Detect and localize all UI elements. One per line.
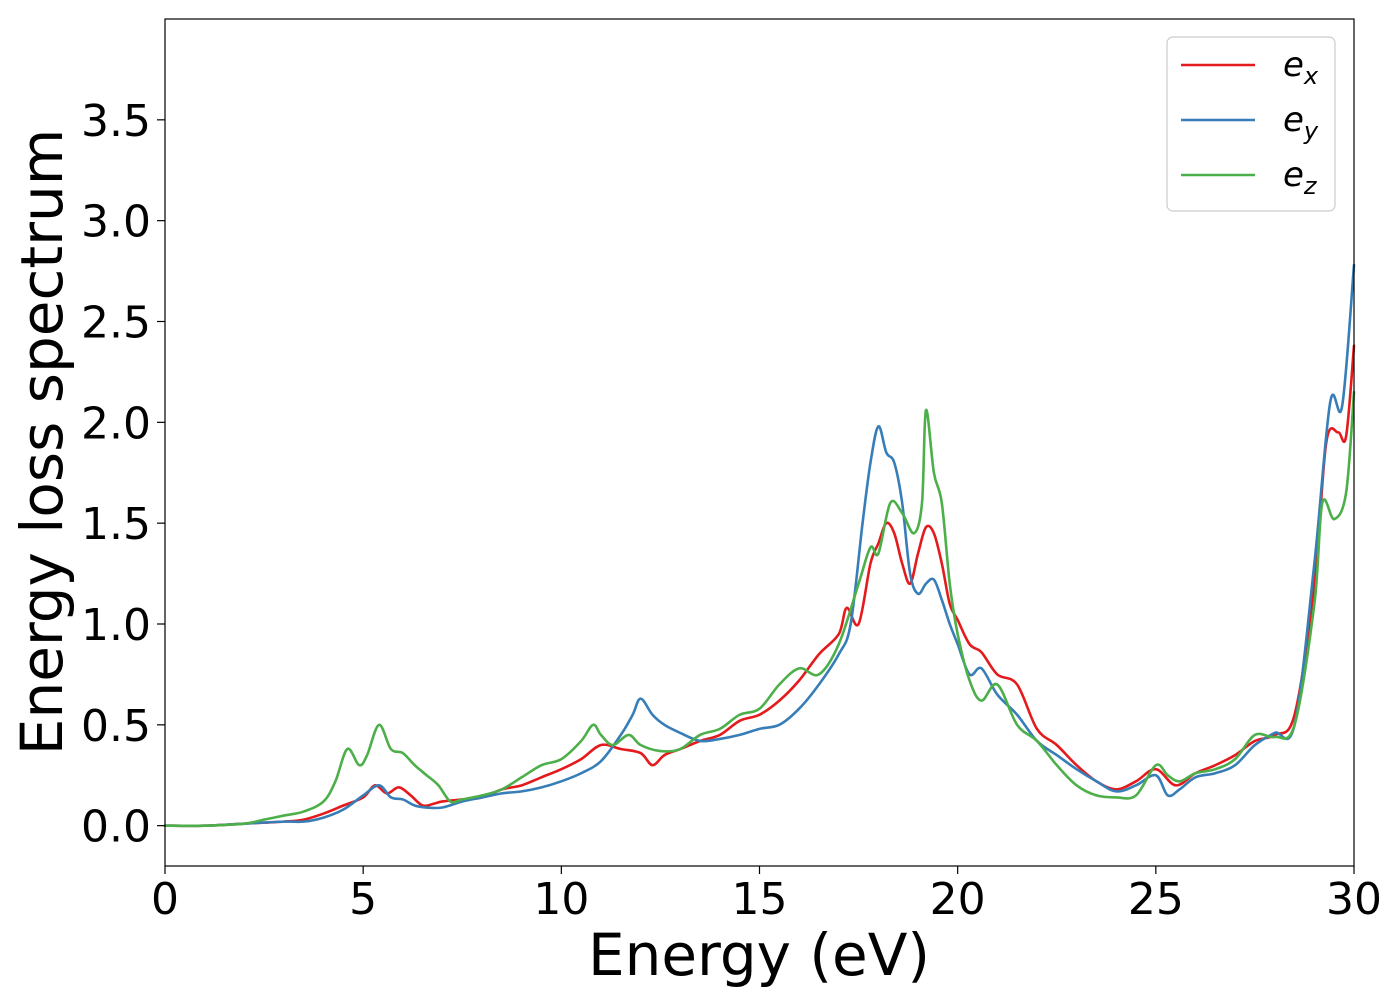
x-axis-ticks: 0 5 10 15 20 25 30 (151, 866, 1382, 925)
y-tick-label: 1.5 (81, 499, 151, 550)
y-tick-label: 3.0 (81, 197, 151, 248)
x-tick-label: 0 (151, 874, 179, 925)
legend-label-x: ex (1283, 45, 1319, 90)
y-tick-label: 1.0 (81, 600, 151, 651)
legend-label-y: ey (1283, 100, 1319, 145)
y-tick-label: 0.5 (81, 701, 151, 752)
y-tick-label: 3.5 (81, 96, 151, 147)
x-tick-label: 25 (1128, 874, 1184, 925)
x-axis-label: Energy (eV) (588, 921, 930, 989)
series-lines (163, 263, 1356, 828)
series-line-e-y (163, 263, 1356, 828)
y-tick-label: 2.5 (81, 298, 151, 349)
y-axis-label: Energy loss spectrum (8, 129, 76, 755)
x-tick-label: 20 (930, 874, 986, 925)
legend-box (1166, 36, 1336, 212)
y-axis-ticks: 0.0 0.5 1.0 1.5 2.0 2.5 3.0 3.5 (81, 96, 165, 853)
x-tick-label: 30 (1326, 874, 1382, 925)
y-tick-label: 0.0 (81, 802, 151, 853)
y-tick-label: 2.0 (81, 398, 151, 449)
series-line-e-z (163, 390, 1356, 828)
x-tick-label: 15 (732, 874, 788, 925)
legend-label-z: ez (1283, 155, 1318, 200)
x-tick-label: 10 (533, 874, 589, 925)
x-tick-label: 5 (349, 874, 377, 925)
legend: ex ey ez (1166, 36, 1336, 212)
